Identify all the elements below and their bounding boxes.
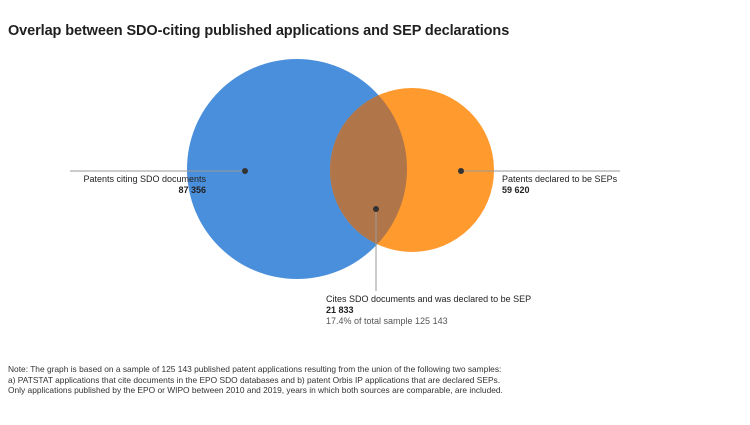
sdo-set-name: Patents citing SDO documents	[83, 174, 206, 185]
note-line-1: Note: The graph is based on a sample of …	[8, 364, 728, 375]
intersection-label: Cites SDO documents and was declared to …	[326, 294, 531, 327]
sep-set-value: 59 620	[502, 185, 617, 196]
note-line-3: Only applications published by the EPO o…	[8, 385, 728, 396]
sdo-set-value: 87 356	[83, 185, 206, 196]
intersection-marker-dot	[373, 206, 379, 212]
intersection-share: 17.4% of total sample 125 143	[326, 316, 531, 327]
chart-note: Note: The graph is based on a sample of …	[8, 364, 728, 396]
sdo-marker-dot	[242, 168, 248, 174]
intersection-value: 21 833	[326, 305, 531, 316]
sep-set-name: Patents declared to be SEPs	[502, 174, 617, 185]
note-line-2: a) PATSTAT applications that cite docume…	[8, 375, 728, 386]
sdo-set-label: Patents citing SDO documents 87 356	[83, 174, 206, 196]
intersection-name: Cites SDO documents and was declared to …	[326, 294, 531, 305]
sep-set-label: Patents declared to be SEPs 59 620	[502, 174, 617, 196]
sep-marker-dot	[458, 168, 464, 174]
